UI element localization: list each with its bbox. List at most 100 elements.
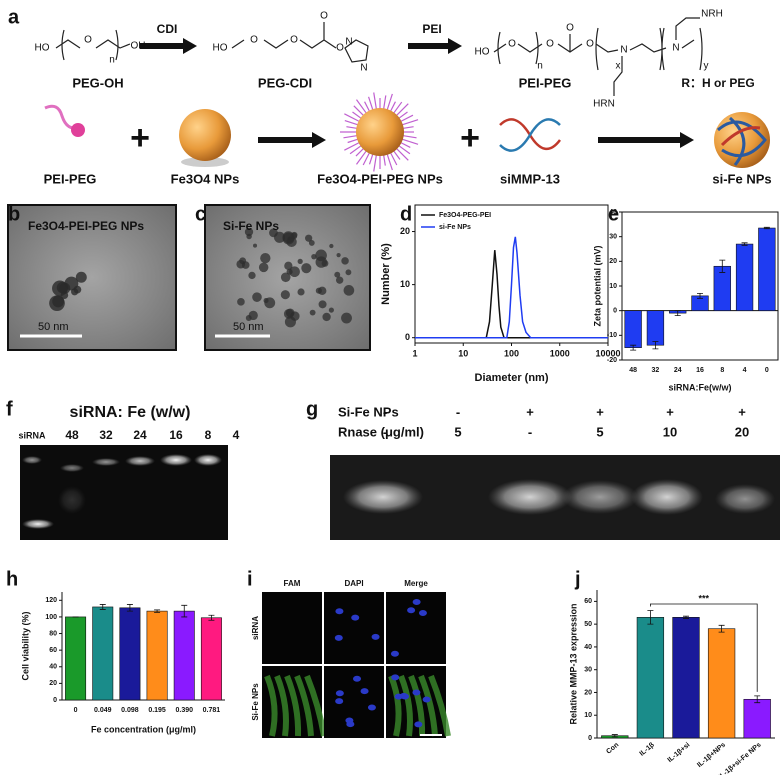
- nucleus: [335, 690, 344, 697]
- nucleus: [351, 614, 360, 621]
- particle: [345, 269, 352, 276]
- spike: [364, 101, 371, 113]
- spike: [353, 105, 365, 117]
- x-tick-label: 32: [652, 367, 660, 374]
- x-tick-label: 4: [743, 367, 747, 374]
- cell: 20: [735, 424, 749, 439]
- panel-label: a: [8, 6, 20, 28]
- y-tick-label: 20: [400, 226, 410, 236]
- bar: [92, 606, 114, 701]
- spike: [373, 153, 378, 172]
- lane-label: 32: [99, 428, 113, 442]
- column-label: FAM: [284, 579, 301, 588]
- particle: [241, 261, 250, 269]
- particle: [336, 253, 341, 258]
- sirna-wrap: [716, 116, 767, 166]
- particle: [341, 257, 349, 265]
- significance-bracket: [650, 603, 758, 692]
- component-name: Fe3O4-PEI-PEG NPs: [317, 171, 443, 186]
- cell: [294, 674, 314, 737]
- particle: [329, 243, 334, 249]
- error-bar: [611, 734, 618, 738]
- data-line: [415, 250, 608, 339]
- cell: [408, 674, 426, 737]
- panel-label: b: [8, 203, 20, 225]
- cell: +: [526, 404, 534, 419]
- nucleus: [418, 610, 427, 617]
- particle: [322, 312, 331, 322]
- component-name: Fe3O4 NPs: [171, 171, 240, 186]
- atom-label: HO: [35, 43, 50, 54]
- particle: [280, 290, 290, 300]
- y-axis-title: Number (%): [380, 243, 392, 305]
- x-tick-label: IL-1β: [639, 741, 657, 758]
- component-name: siMMP-13: [500, 171, 560, 186]
- component-name: si-Fe NPs: [712, 171, 771, 186]
- atom-label: O: [290, 35, 298, 46]
- spike: [399, 141, 411, 148]
- nucleus: [407, 607, 416, 614]
- spike: [397, 111, 408, 120]
- particle: [73, 285, 82, 294]
- atom-label: O: [320, 11, 328, 22]
- particle: [284, 316, 296, 328]
- particle: [248, 310, 258, 321]
- y-tick-label: 40: [584, 644, 592, 651]
- particle: [343, 285, 355, 296]
- panel-label: d: [400, 203, 412, 225]
- bar: [646, 310, 665, 346]
- spike: [392, 101, 403, 115]
- y-tick-label: 50: [584, 621, 592, 628]
- atom-label: OH: [131, 41, 146, 52]
- particle: [282, 231, 295, 244]
- spike: [401, 134, 417, 139]
- y-axis-title: Relative MMP-13 expression: [568, 603, 578, 724]
- spike: [386, 93, 393, 112]
- particle: [311, 253, 317, 260]
- atom-label: N: [620, 45, 627, 56]
- y-axis-title: Cell viability (%): [20, 611, 30, 680]
- atom-label: y: [704, 61, 709, 72]
- reagent: CDI: [157, 22, 178, 36]
- x-tick-label: 1000: [550, 348, 570, 358]
- significance-label: ***: [699, 593, 710, 603]
- error-bar: [763, 226, 770, 230]
- spike: [373, 92, 378, 111]
- atom-label: HO: [475, 47, 490, 58]
- row-label: Rnase (μg/ml): [338, 424, 424, 439]
- cell: +: [666, 404, 674, 419]
- tem-particles: [49, 227, 355, 328]
- atom-label: O: [250, 35, 258, 46]
- particle: [280, 272, 291, 283]
- spike: [395, 147, 409, 161]
- nucleus: [334, 634, 343, 641]
- atom-label: O: [336, 43, 344, 54]
- spike: [392, 149, 401, 160]
- x-tick-label: 100: [504, 348, 519, 358]
- cell: [418, 674, 438, 737]
- particle: [289, 266, 300, 278]
- atom-label: O: [546, 39, 554, 50]
- y-tick-label: 0: [53, 697, 57, 704]
- error-bar: [181, 604, 188, 618]
- particle: [297, 288, 305, 296]
- error-bar: [647, 610, 654, 625]
- cell: +: [738, 404, 746, 419]
- nucleus: [412, 598, 421, 605]
- particle: [248, 271, 256, 280]
- y-tick-label: 100: [45, 614, 57, 621]
- x-tick-label: 0.049: [94, 707, 112, 714]
- nucleus: [391, 674, 400, 681]
- panel-label: j: [574, 568, 581, 590]
- scale-label: 50 nm: [38, 321, 69, 333]
- fluorescence-images: [262, 592, 451, 738]
- nucleus: [390, 650, 399, 657]
- cell: 5: [596, 424, 603, 439]
- y-tick-label: 20: [609, 258, 617, 265]
- bar: [173, 610, 195, 701]
- panel-label: e: [608, 203, 619, 225]
- column-label: Merge: [404, 579, 428, 588]
- bar: [146, 610, 168, 701]
- reaction-arrows: [140, 38, 694, 148]
- particle: [315, 287, 322, 294]
